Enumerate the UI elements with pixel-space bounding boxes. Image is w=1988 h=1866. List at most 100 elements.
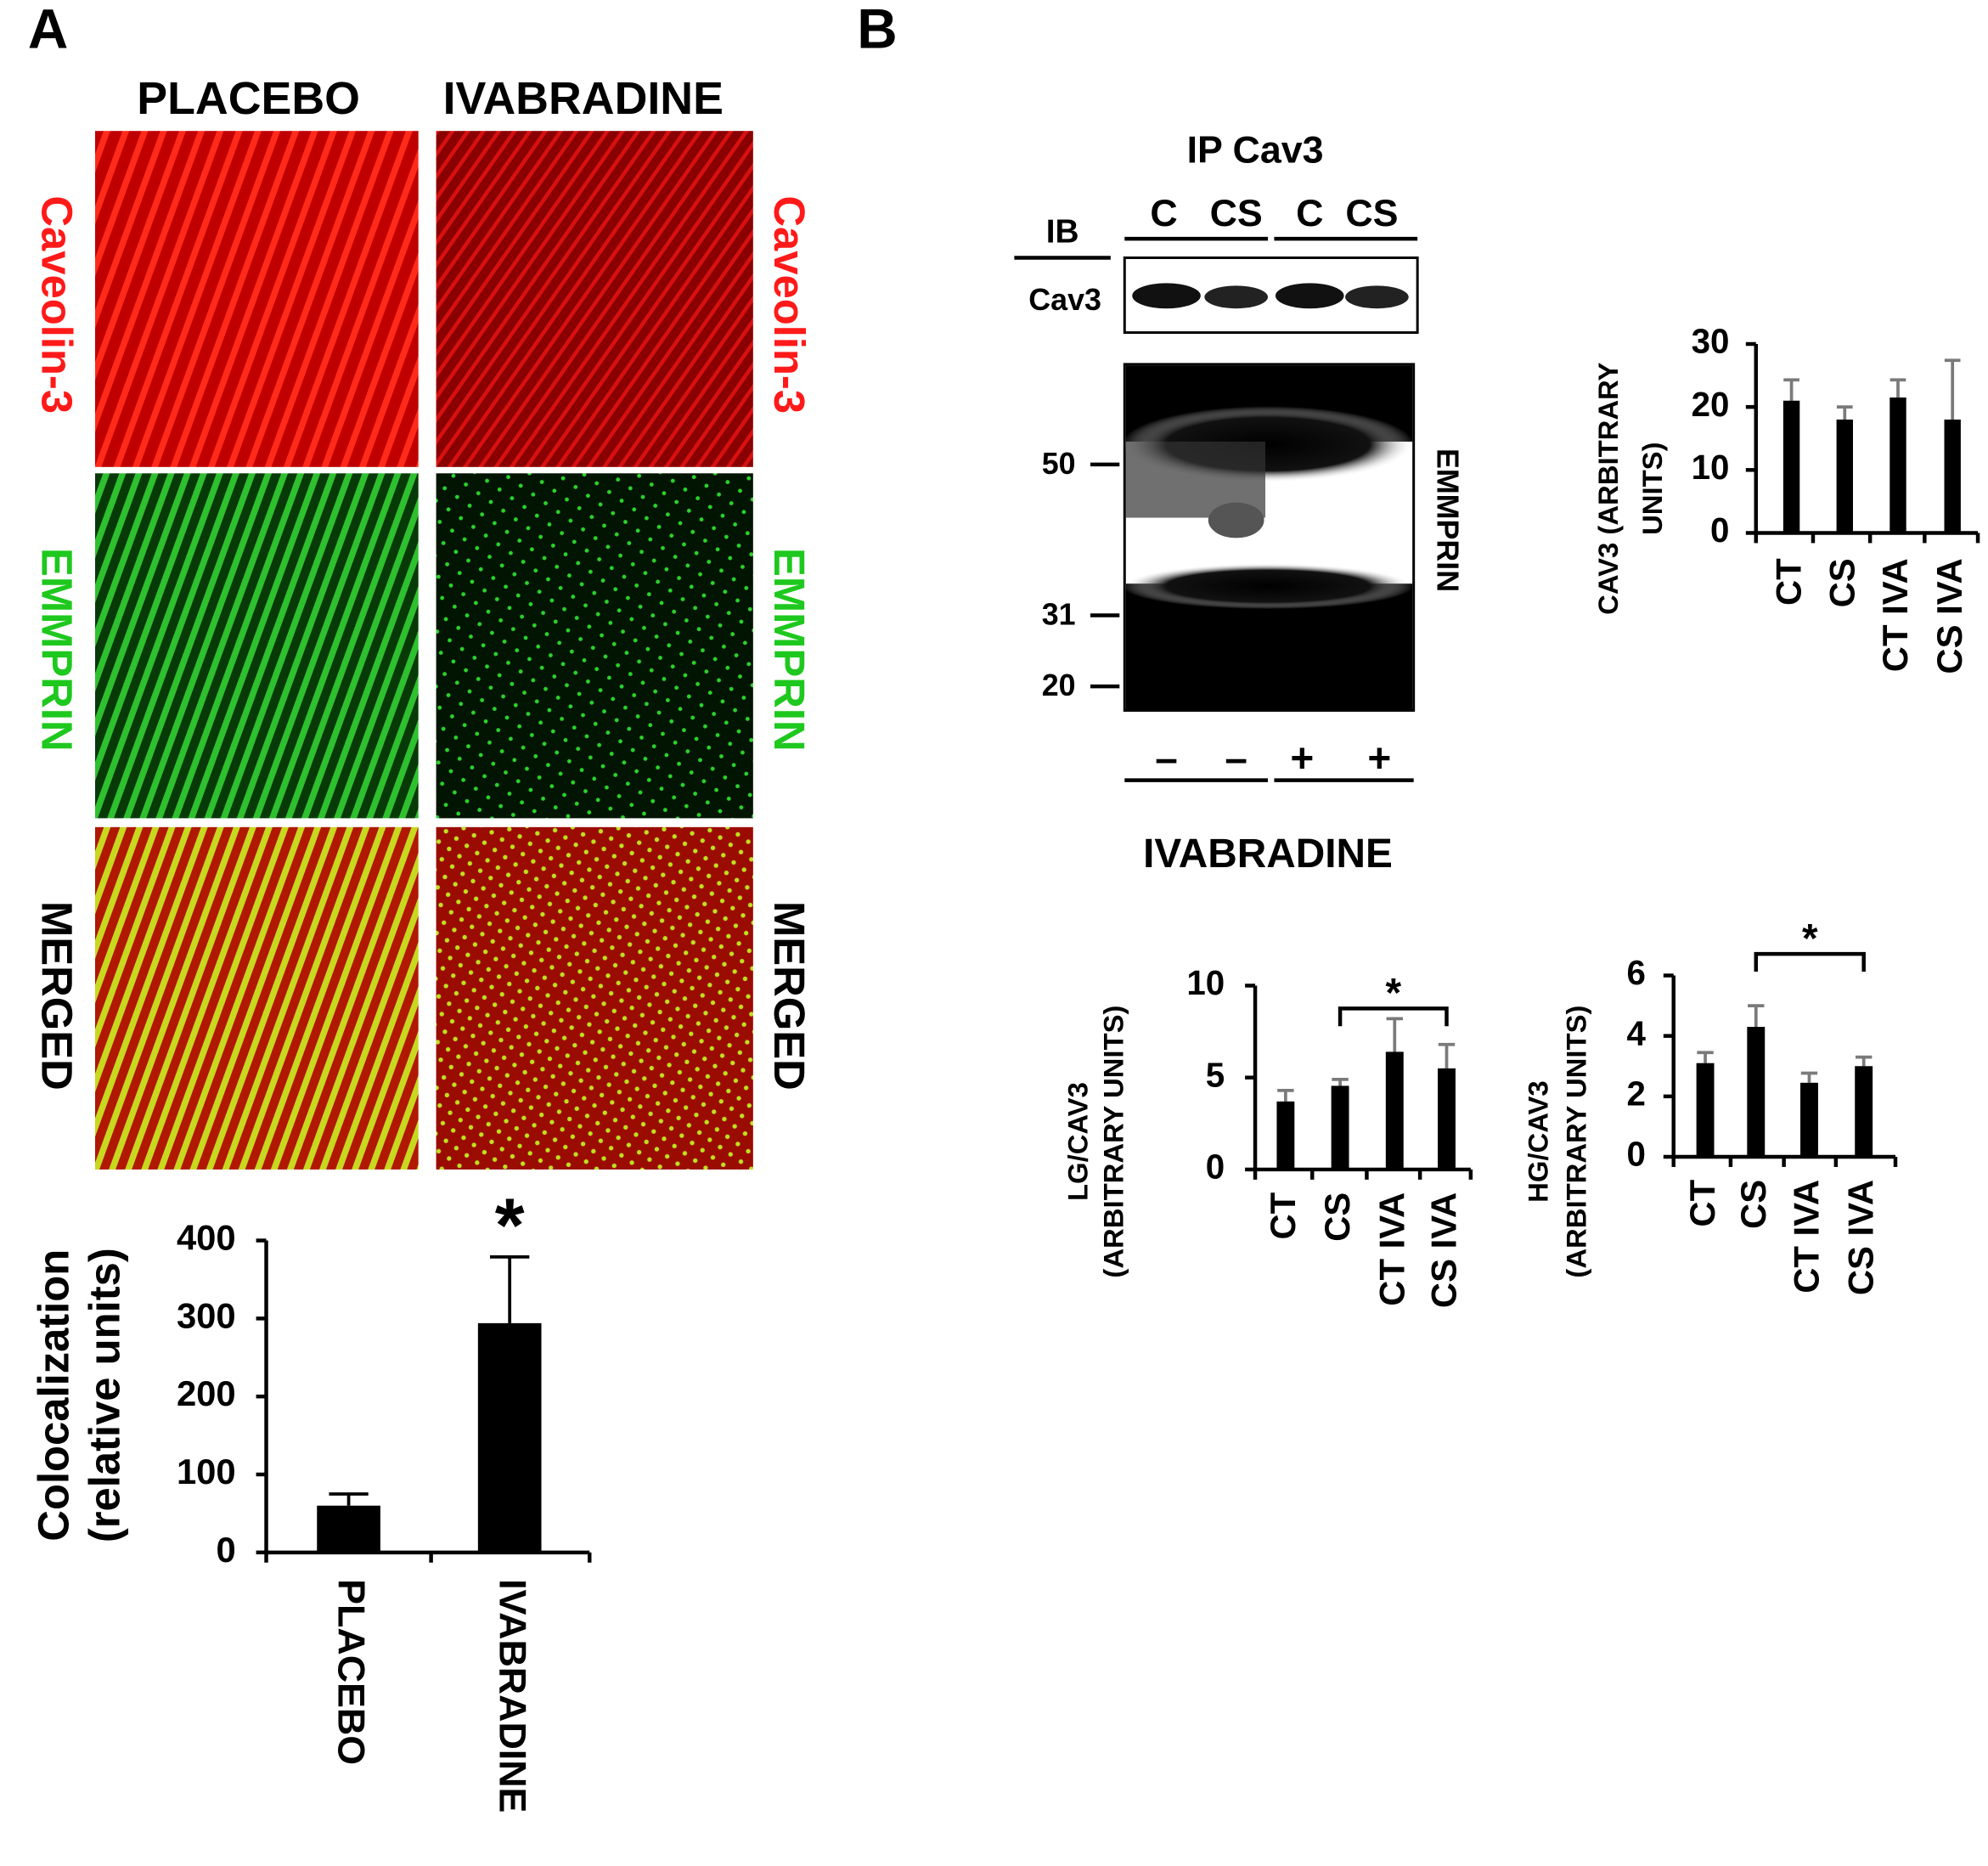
bar [317,1505,380,1553]
bar [1800,1082,1818,1158]
x-tick-label: CS IVA [1841,1180,1881,1295]
x-tick-label: CS IVA [1424,1192,1464,1308]
y-axis-label-group: CAV3 (ARBITRARY [1592,362,1624,614]
band [1132,283,1201,309]
y-tick-label: 200 [177,1373,236,1413]
x-tick-label-group: CS [1317,1192,1357,1242]
x-tick-label-group: IVABRADINE [491,1579,533,1812]
y-tick-label: 2 [1626,1074,1645,1113]
y-axis-label-group: Colocalization [30,1249,78,1542]
column-header: PLACEBO [137,73,360,124]
micrograph [436,131,753,467]
row-label: Caveolin-3 [765,195,814,414]
band [1208,502,1264,538]
y-axis-label: CAV3 (ARBITRARY [1592,362,1624,614]
lane-label: C [1150,192,1177,234]
y-axis-label-group: (ARBITRARY UNITS) [1097,1006,1129,1278]
significance-mark: * [1802,916,1818,961]
band-label: Cav3 [1028,283,1101,317]
target-label: EMMPRIN [1431,448,1465,592]
y-tick-label: 0 [1710,511,1729,550]
bar [1385,1051,1404,1170]
y-tick-label: 0 [1626,1136,1645,1174]
y-tick-label: 300 [177,1295,236,1335]
band [1204,285,1268,309]
lane-label: CS [1210,192,1263,234]
y-axis-label-group: (ARBITRARY UNITS) [1560,1006,1591,1278]
y-axis-label: (relative units) [80,1248,128,1542]
y-axis-label-group: (relative units) [80,1248,128,1542]
bar [1331,1085,1349,1170]
bar [1276,1101,1295,1170]
mw-marker: 20 [1042,668,1076,702]
y-tick-label: 6 [1626,954,1645,992]
y-axis-label: Colocalization [30,1249,78,1542]
significance-bracket [1338,1006,1449,1027]
y-axis-label: HG/CAV3 [1523,1080,1554,1203]
treatment-sign: + [1367,736,1391,781]
micrograph [94,131,419,467]
bar [1855,1066,1873,1158]
x-tick-label-group: CT IVA [1875,558,1915,672]
x-tick-label: CS [1317,1192,1357,1242]
y-axis-label-group: LG/CAV3 [1062,1082,1094,1201]
x-tick-label: CT IVA [1371,1192,1411,1306]
bar [1944,419,1961,533]
treatment-sign: – [1155,736,1178,781]
panel-label: B [857,0,897,60]
band [1275,283,1344,309]
micrograph [436,826,753,1170]
row-label: Caveolin-3 [32,195,81,414]
bar [1836,419,1853,533]
y-tick-label: 20 [1692,386,1730,424]
mw-marker: 31 [1042,597,1076,631]
lane-label: C [1296,192,1323,234]
y-axis-label: UNITS) [1636,442,1668,534]
y-tick-label: 10 [1692,448,1730,487]
row-label: EMMPRIN [32,548,81,752]
bar [1782,400,1800,533]
y-axis-label: (ARBITRARY UNITS) [1560,1006,1591,1278]
band [1122,563,1414,610]
micrograph [94,826,419,1170]
x-tick-label: PLACEBO [330,1579,373,1765]
x-tick-label-group: CS [1822,558,1861,607]
x-tick-label-group: CT [1263,1192,1303,1239]
band [1345,285,1409,309]
y-tick-label: 4 [1626,1014,1646,1052]
x-tick-label-group: PLACEBO [330,1579,373,1765]
x-tick-label-group: CS IVA [1841,1180,1881,1295]
bar [1889,397,1906,533]
ib-label: IB [1046,213,1079,250]
micrograph [94,473,419,819]
y-tick-label: 10 [1186,964,1225,1002]
treatment-sign: – [1225,736,1247,781]
x-tick-label: CT [1682,1179,1722,1226]
x-tick-label-group: CT [1682,1179,1722,1226]
x-tick-label: CS [1822,558,1861,607]
x-tick-label-group: CS IVA [1424,1192,1464,1308]
x-tick-label: CS [1733,1180,1773,1229]
x-tick-label: CT [1263,1192,1303,1239]
x-tick-label-group: CT IVA [1371,1192,1411,1306]
x-tick-label: CT IVA [1875,558,1915,672]
x-tick-label-group: CS IVA [1929,558,1969,674]
panel-label: A [28,0,68,60]
y-axis-label: LG/CAV3 [1062,1082,1094,1201]
significance-bracket [1754,951,1866,972]
x-tick-label: IVABRADINE [491,1579,533,1812]
row-label: MERGED [32,901,81,1091]
y-axis-label: (ARBITRARY UNITS) [1097,1006,1129,1278]
treatment-sign: + [1290,736,1314,781]
x-tick-label-group: CT [1769,558,1809,606]
significance-mark: * [495,1183,525,1268]
x-tick-label: CS IVA [1929,558,1969,674]
x-tick-label: CT [1769,558,1809,606]
y-axis-label-group: UNITS) [1636,442,1668,534]
row-label: EMMPRIN [765,548,814,752]
x-tick-label-group: CT IVA [1787,1180,1827,1294]
row-label: MERGED [765,901,814,1091]
bar [1438,1068,1456,1170]
